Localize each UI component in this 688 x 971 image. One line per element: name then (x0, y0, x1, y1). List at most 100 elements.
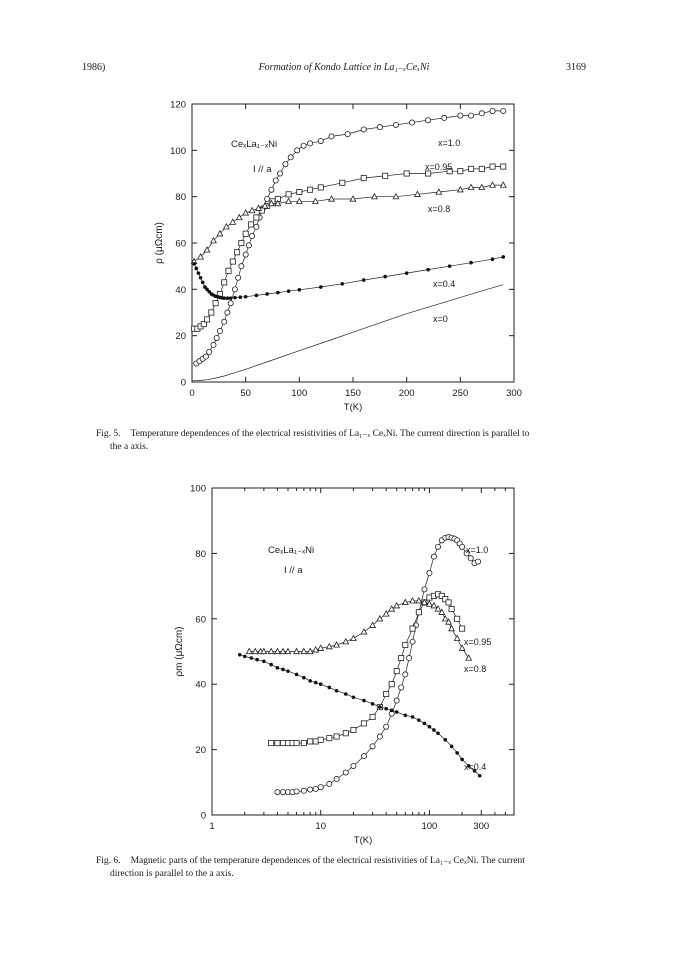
y-axis-label: ρ (μΩcm) (154, 222, 165, 264)
series-x-0-8-point (388, 605, 396, 612)
figure-6-caption: Fig. 6. Magnetic parts of the temperature… (96, 855, 616, 881)
series-x-0-8-point (392, 192, 400, 200)
series-x-0-4-label: x=0.4 (433, 279, 455, 289)
fig6-legend-compound: CeₓLa₁₋ₓNi (268, 545, 314, 556)
series-x-0-4-point (490, 257, 495, 262)
series-x-0-4-point (426, 267, 430, 272)
series-x-0-4-point (318, 682, 323, 686)
series-x-0-95-point (317, 184, 324, 191)
series-x-0 (191, 284, 504, 382)
series-x-0-8-point (456, 185, 464, 193)
series-x-0-8-label: x=0.8 (464, 664, 486, 674)
series-x-0-4-point (436, 731, 440, 736)
series-x-0-4-point (477, 773, 482, 778)
series-x-0-8-point (209, 236, 217, 244)
series-x-0-8-point (434, 605, 442, 612)
series-x-0-8-point (197, 253, 205, 260)
series-x-0-4-point (351, 695, 356, 700)
x-tick-label: 150 (345, 388, 361, 399)
series-x-0-8-point (274, 199, 282, 207)
series-x-1-0-point (287, 154, 294, 161)
series-x-0-4-point (242, 654, 247, 659)
series-x-0-95-line (194, 166, 504, 330)
series-x-0-8-point (413, 190, 421, 197)
y-tick-label: 100 (170, 146, 186, 157)
x-tick-label: 300 (473, 821, 489, 832)
series-x-0-4-point (203, 285, 207, 289)
x-tick-label: 250 (452, 388, 468, 399)
series-x-0-8-point (401, 598, 409, 606)
series-x-1-0-point (245, 242, 252, 249)
series-x-0-95-point (409, 625, 416, 632)
series-x-0-8-point (245, 647, 253, 655)
fig6-legend-current: I // a (284, 565, 303, 576)
x-axis-label: T(K) (354, 835, 372, 846)
series-x-1-0-point (463, 550, 470, 557)
series-x-0-95-point (457, 168, 464, 175)
series-x-1-0-point (242, 251, 249, 258)
series-x-1-0-point (268, 186, 275, 193)
y-tick-label: 80 (175, 192, 186, 203)
series-x-0-4-point (276, 290, 280, 295)
series-x-1-0-point (467, 555, 474, 562)
series-x-1-0-point (300, 787, 307, 794)
series-x-0-8-point (300, 647, 308, 655)
x-tick-label: 50 (240, 388, 251, 399)
series-x-0-8-point (317, 644, 325, 651)
series-x-0-8-point (393, 601, 401, 609)
series-x-0-95-point (468, 165, 475, 172)
series-x-0-95-point (274, 740, 281, 747)
series-x-1-0-point (398, 684, 405, 691)
fig6-data-marks: x=1.0 x=0.95 x=0.8 x=0.4 (237, 534, 491, 796)
series-x-0-4-point (404, 271, 409, 275)
x-tick-label: 100 (421, 821, 437, 832)
series-x-1-0-point (227, 300, 234, 307)
series-x-0-4-point (275, 666, 280, 670)
series-x-0-95-point (339, 179, 346, 186)
series-x-0-95-point (446, 168, 453, 175)
series-x-1-0-point (500, 107, 507, 114)
series-x-1-0-point (326, 780, 333, 787)
series-x-0-8-point (267, 647, 275, 655)
series-x-0-4-point (222, 296, 226, 300)
series-x-0-4-point (194, 266, 199, 271)
series-x-0-4-point (254, 293, 259, 298)
series-x-1-0-point (468, 112, 475, 119)
series-x-0-4-point (410, 715, 415, 719)
series-x-0-95-point (342, 730, 349, 737)
series-x-0-8-point (420, 598, 428, 606)
series-x-1-0-point (383, 723, 390, 730)
series-x-1-0-point (489, 107, 496, 114)
plot-frame (211, 487, 515, 816)
fig5-axes: 0 50 100 150 200 250 300 0 20 40 60 80 100 120 T(K) ρ (… (154, 100, 522, 414)
series-x-0-8-point (242, 209, 250, 216)
series-x-0-95-point (221, 279, 228, 286)
series-x-0-4-point (427, 724, 432, 729)
series-x-0-95-point (200, 321, 207, 328)
series-x-0-4-point (286, 669, 290, 673)
series-x-1-0-point (402, 671, 409, 678)
series-x-1-0-point (317, 138, 324, 145)
series-x-0-95-point (307, 186, 314, 193)
series-x-1-0-point (421, 586, 428, 593)
series-x-0-4-point (389, 708, 394, 713)
series-x-0-95-point (398, 655, 405, 662)
series-x-0-4-point (313, 680, 318, 685)
series-x-1-0-point (221, 318, 228, 325)
y-tick-label: 20 (195, 745, 206, 756)
series-x-0-8-point (251, 647, 259, 655)
y-tick-label: 60 (175, 239, 186, 250)
x-tick-label: 100 (291, 388, 307, 399)
series-x-1-0-point (409, 638, 416, 645)
series-x-0-95 (191, 163, 507, 332)
series-x-0-95-point (248, 221, 255, 228)
series-x-0-95-point (300, 740, 307, 747)
series-x-0-4-point (469, 260, 473, 265)
series-x-0-8-point (438, 608, 446, 615)
series-x-0-95-point (350, 726, 357, 733)
series-x-0-4-point (362, 698, 366, 703)
series-x-0-8-point (267, 199, 275, 207)
series-x-0-4-point (394, 710, 399, 714)
series-x-0-8-point (441, 614, 449, 622)
series-x-0-4-point (340, 281, 345, 286)
